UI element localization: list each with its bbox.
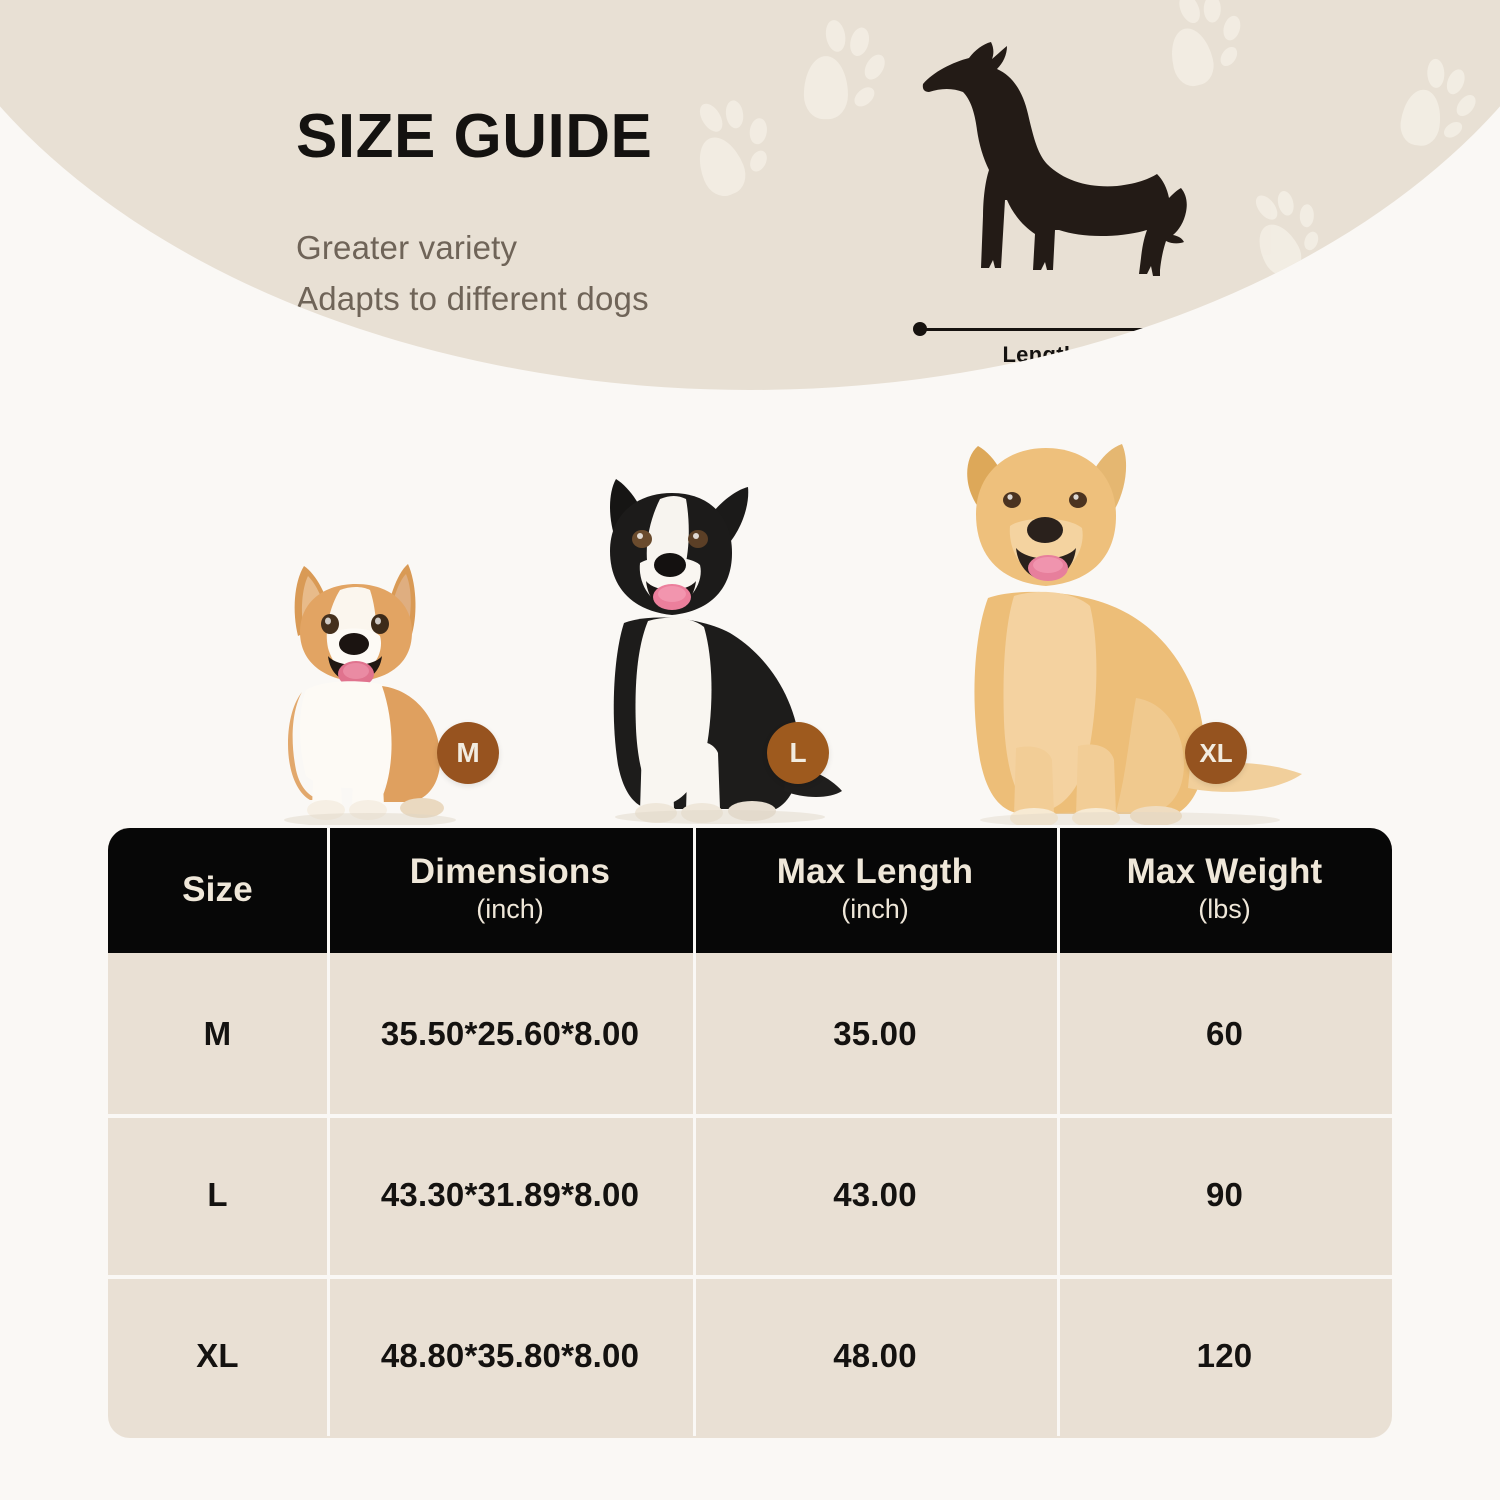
table-row: XL 48.80*35.80*8.00 48.00 120 [108,1275,1392,1436]
cell-max-length: 35.00 [693,953,1057,1114]
column-header-size-label: Size [182,870,253,910]
page-title: SIZE GUIDE [296,102,653,171]
column-header-dimensions-unit: (inch) [476,894,544,924]
column-header-max-length-label: Max Length [776,852,974,892]
length-measure-line [913,322,1185,336]
column-header-max-length-unit: (inch) [841,894,909,924]
golden-retriever-photo [967,444,1302,825]
table-header-row: Size Dimensions (inch) Max Length (inch)… [108,828,1392,953]
paw-print-icon [1388,50,1495,165]
length-line [920,328,1178,331]
greyhound-silhouette-icon [922,42,1187,276]
cell-size: M [203,1014,232,1052]
length-label: Length [1002,342,1078,367]
column-header-max-weight-label: Max Weight [1126,852,1323,892]
cell-max-length: 48.00 [693,1275,1057,1436]
column-header-max-weight-unit: (lbs) [1198,894,1251,924]
corgi-photo [284,564,456,825]
header-banner: SIZE GUIDE Greater variety Adapts to dif… [0,0,1500,390]
column-header-dimensions: Dimensions (inch) [327,828,693,953]
subtitle-line-2: Adapts to different dogs [296,280,649,318]
size-badge-l: L [767,722,829,784]
column-header-max-length: Max Length (inch) [693,828,1057,953]
paw-print-icon [793,14,903,134]
cell-size: L [207,1175,228,1213]
cell-dimensions: 43.30*31.89*8.00 [327,1114,693,1275]
cell-dimensions: 48.80*35.80*8.00 [327,1275,693,1436]
title-block: SIZE GUIDE Greater variety Adapts to dif… [296,106,652,324]
cell-max-weight: 60 [1057,953,1392,1114]
dog-card-large [580,465,855,825]
table-row: M 35.50*25.60*8.00 35.00 60 [108,953,1392,1114]
size-badge-xl: XL [1185,722,1247,784]
length-endpoint-dot-right [1171,322,1185,336]
paw-print-icon [1237,174,1344,288]
header-banner-content: SIZE GUIDE Greater variety Adapts to dif… [0,0,1500,390]
cell-dimensions: 35.50*25.60*8.00 [327,953,693,1114]
dog-card-medium [262,540,492,825]
column-header-size: Size [108,828,327,953]
cell-max-weight: 120 [1057,1275,1392,1436]
column-header-max-weight: Max Weight (lbs) [1057,828,1392,953]
border-collie-photo [610,479,842,824]
table-row: L 43.30*31.89*8.00 43.00 90 [108,1114,1392,1275]
cell-size: XL [196,1336,239,1374]
length-diagram: Length [895,22,1225,367]
column-header-dimensions-label: Dimensions [409,852,611,892]
subtitle-line-1: Greater variety [296,229,518,266]
dog-card-xlarge [940,430,1330,825]
cell-max-weight: 90 [1057,1114,1392,1275]
size-guide-table: Size Dimensions (inch) Max Length (inch)… [108,828,1392,1438]
paw-print-icon [679,85,793,208]
dog-photos-row [0,395,1500,825]
size-badge-m: M [437,722,499,784]
cell-max-length: 43.00 [693,1114,1057,1275]
